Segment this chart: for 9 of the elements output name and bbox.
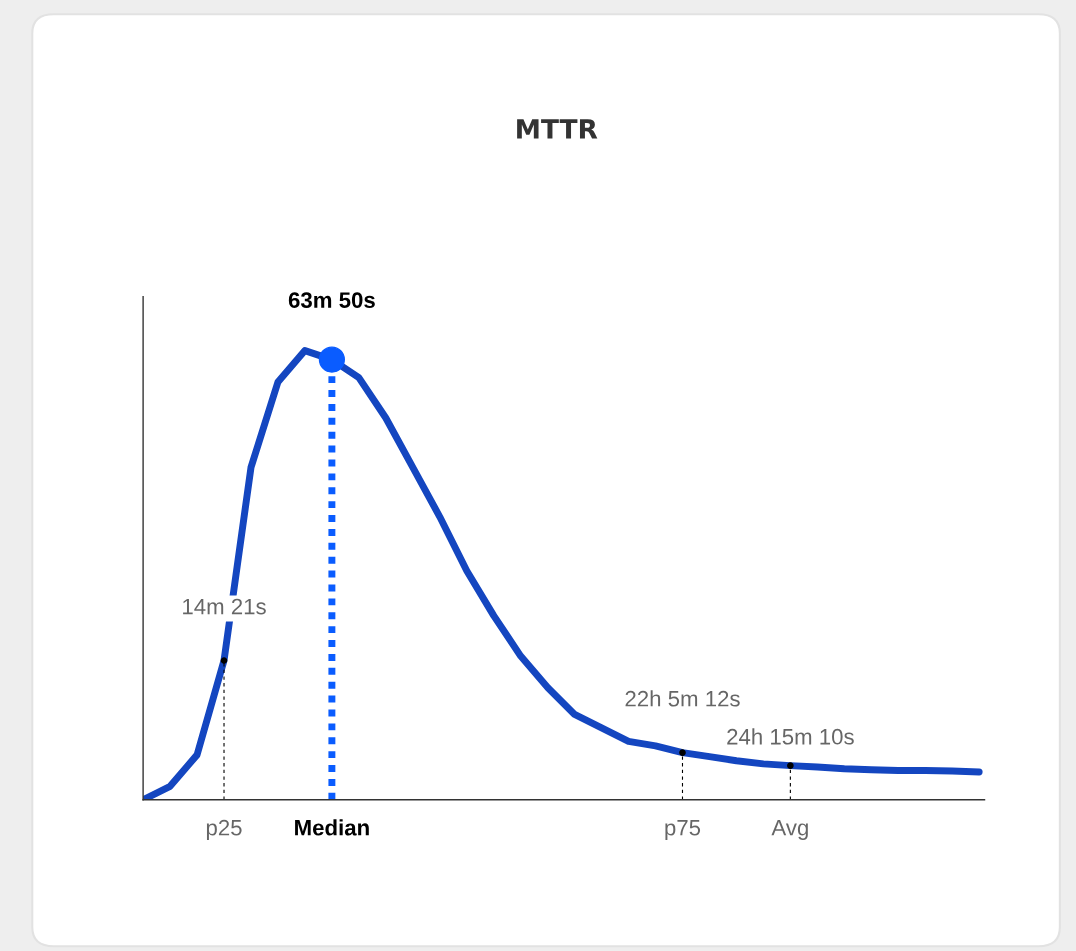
x-tick-label: p75 — [665, 820, 701, 840]
annotation: 14m 21s — [183, 598, 266, 615]
chart-title: MTTR — [517, 119, 598, 139]
annotation: 63m 50s — [288, 292, 375, 309]
x-tick-label: Avg — [771, 820, 808, 840]
annotation: 24h 15m 10s — [727, 728, 854, 745]
x-tick-label: p25 — [206, 819, 242, 840]
x-tick-label: Median — [295, 819, 369, 836]
annotation: 22h 5m 12s — [625, 690, 740, 707]
